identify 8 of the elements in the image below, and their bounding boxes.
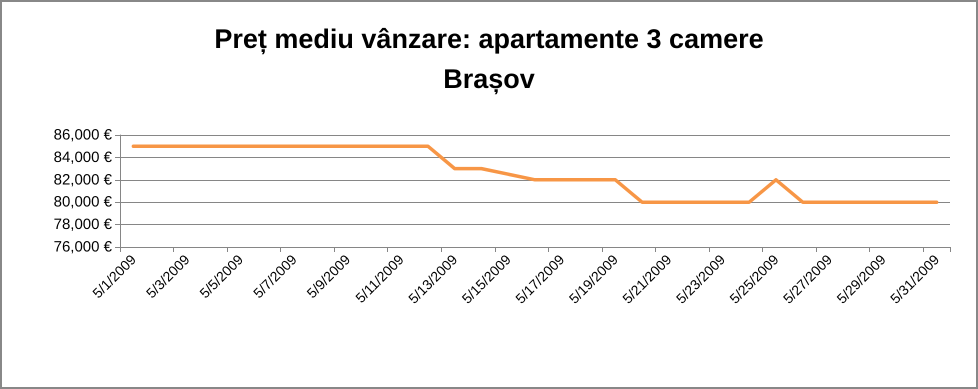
y-tick-label: 84,000 € bbox=[54, 148, 113, 166]
y-tick-label: 80,000 € bbox=[54, 194, 113, 211]
y-tick-label: 82,000 € bbox=[54, 171, 113, 188]
y-tick-label: 78,000 € bbox=[54, 216, 113, 234]
line-series bbox=[132, 144, 938, 204]
y-tick-label: 86,000 € bbox=[54, 126, 113, 144]
y-tick-label: 76,000 € bbox=[54, 238, 113, 256]
chart-title: Preț mediu vânzare: apartamente 3 camere Brașov bbox=[214, 24, 764, 95]
